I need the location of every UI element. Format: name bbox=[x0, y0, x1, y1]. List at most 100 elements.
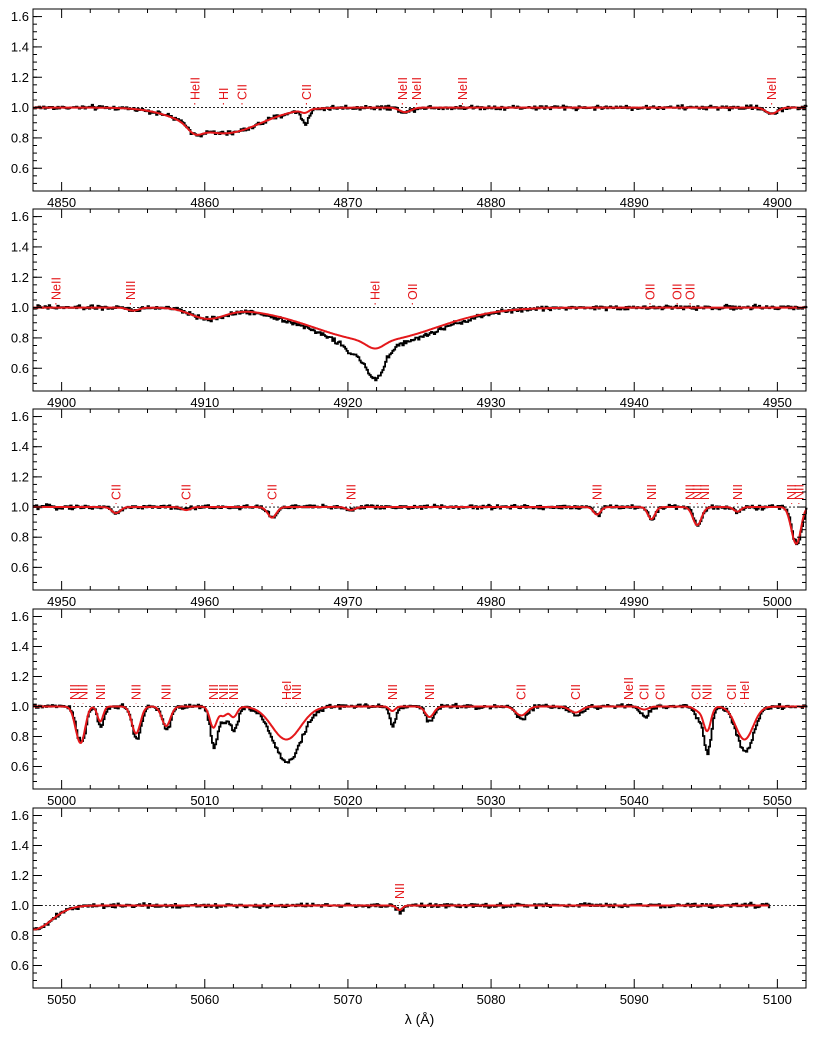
y-tick-label: 1.0 bbox=[11, 699, 29, 714]
x-tick-label: 4950 bbox=[47, 594, 76, 609]
line-id-label: CII bbox=[110, 484, 124, 500]
x-tick-label: 5000 bbox=[763, 594, 792, 609]
x-tick-label: 5010 bbox=[190, 793, 219, 808]
y-tick-label: 0.8 bbox=[11, 330, 29, 345]
x-tick-label: 5020 bbox=[333, 793, 362, 808]
y-tick-label: 0.8 bbox=[11, 928, 29, 943]
observed-spectrum bbox=[33, 702, 808, 764]
line-id-label: NeII bbox=[396, 77, 410, 100]
x-tick-label: 5000 bbox=[47, 793, 76, 808]
line-id-label: CII bbox=[180, 484, 194, 500]
y-tick-label: 1.4 bbox=[11, 39, 29, 54]
line-id-label: NII bbox=[684, 484, 698, 500]
line-id-label: CII bbox=[569, 684, 583, 700]
y-tick-label: 1.6 bbox=[11, 808, 29, 823]
line-id-label: HI bbox=[217, 88, 231, 101]
x-tick-label: 4980 bbox=[477, 594, 506, 609]
y-tick-label: 1.6 bbox=[11, 409, 29, 424]
line-id-label: NII bbox=[94, 684, 108, 700]
x-tick-label: 4950 bbox=[763, 395, 792, 410]
line-id-label: CII bbox=[515, 684, 529, 700]
line-id-label: NII bbox=[386, 684, 400, 700]
line-id-label: NeII bbox=[456, 77, 470, 100]
line-id-label: CII bbox=[725, 684, 739, 700]
line-id-label: CII bbox=[235, 84, 249, 100]
x-tick-label: 5070 bbox=[333, 992, 362, 1007]
line-id-label: NII bbox=[698, 484, 712, 500]
y-tick-label: 0.6 bbox=[11, 361, 29, 376]
line-id-label: CII bbox=[638, 684, 652, 700]
x-tick-label: 4920 bbox=[333, 395, 362, 410]
model-spectrum bbox=[33, 106, 806, 136]
line-id-label: NII bbox=[217, 684, 231, 700]
line-id-label: NII bbox=[227, 684, 241, 700]
y-tick-label: 1.2 bbox=[11, 669, 29, 684]
x-tick-label: 4900 bbox=[47, 395, 76, 410]
spectrum-panel: HeII HI CII CII NeII NeII NeII NeII0.60.81.01.2… bbox=[11, 8, 808, 210]
line-id-label: OII bbox=[643, 283, 657, 300]
model-spectrum bbox=[33, 306, 806, 350]
line-id-label: NII bbox=[290, 684, 304, 700]
x-tick-label: 4960 bbox=[190, 594, 219, 609]
y-tick-label: 1.2 bbox=[11, 469, 29, 484]
x-tick-label: 5050 bbox=[47, 992, 76, 1007]
x-tick-label: 5060 bbox=[190, 992, 219, 1007]
y-tick-label: 1.6 bbox=[11, 609, 29, 624]
line-id-label: OII bbox=[684, 283, 698, 300]
line-id-label: NII bbox=[691, 484, 705, 500]
line-id-label: NII bbox=[160, 684, 174, 700]
line-id-label: NeII bbox=[410, 77, 424, 100]
line-id-label: NeII bbox=[765, 77, 779, 100]
line-id-label: NII bbox=[130, 684, 144, 700]
y-tick-label: 1.4 bbox=[11, 239, 29, 254]
y-tick-label: 0.6 bbox=[11, 958, 29, 973]
x-tick-label: 4940 bbox=[620, 395, 649, 410]
observed-spectrum bbox=[33, 303, 808, 382]
y-tick-label: 0.6 bbox=[11, 560, 29, 575]
y-tick-label: 0.8 bbox=[11, 530, 29, 545]
y-tick-label: 1.0 bbox=[11, 898, 29, 913]
line-id-label: NII bbox=[393, 883, 407, 899]
line-id-label: NII bbox=[785, 484, 799, 500]
x-tick-label: 4880 bbox=[477, 195, 506, 210]
spectrum-panel: NeII NIII HeI OII OII OIIOII0.60.81.01.21.41.… bbox=[11, 208, 808, 410]
line-id-label: CII bbox=[300, 84, 314, 100]
y-tick-label: 1.4 bbox=[11, 838, 29, 853]
x-tick-label: 5040 bbox=[620, 793, 649, 808]
x-tick-label: 4900 bbox=[763, 195, 792, 210]
line-id-label: NII bbox=[731, 484, 745, 500]
y-tick-label: 0.6 bbox=[11, 759, 29, 774]
y-tick-label: 1.2 bbox=[11, 868, 29, 883]
x-tick-label: 4990 bbox=[620, 594, 649, 609]
x-tick-label: 4870 bbox=[333, 195, 362, 210]
line-id-label: NII bbox=[344, 484, 358, 500]
x-tick-label: 4890 bbox=[620, 195, 649, 210]
x-tick-label: 4970 bbox=[333, 594, 362, 609]
line-id-label: NIII bbox=[124, 281, 138, 300]
x-tick-label: 5100 bbox=[763, 992, 792, 1007]
y-tick-label: 1.0 bbox=[11, 100, 29, 115]
line-id-label: NII bbox=[68, 684, 82, 700]
y-tick-label: 1.6 bbox=[11, 209, 29, 224]
x-tick-label: 4910 bbox=[190, 395, 219, 410]
spectrum-panel: NII 0.6 0.8 1.0 1.2 1.4 1.6 5050 5060 5070 5080 509… bbox=[11, 807, 807, 1027]
line-id-label: HeI bbox=[369, 281, 383, 300]
y-tick-label: 0.8 bbox=[11, 130, 29, 145]
y-tick-label: 0.6 bbox=[11, 161, 29, 176]
panel-frame bbox=[32, 807, 807, 989]
x-tick-label: 5050 bbox=[763, 793, 792, 808]
y-tick-label: 1.2 bbox=[11, 70, 29, 85]
line-id-label: CII bbox=[653, 684, 667, 700]
line-id-label: NII bbox=[645, 484, 659, 500]
y-tick-label: 1.4 bbox=[11, 439, 29, 454]
line-id-label: OII bbox=[671, 283, 685, 300]
model-spectrum bbox=[33, 506, 807, 545]
observed-spectrum bbox=[33, 901, 771, 931]
line-id-label: NeII bbox=[622, 677, 636, 700]
line-id-label: HeI bbox=[738, 681, 752, 700]
line-id-label: OII bbox=[406, 283, 420, 300]
x-tick-label: 5080 bbox=[477, 992, 506, 1007]
y-tick-label: 1.6 bbox=[11, 9, 29, 24]
